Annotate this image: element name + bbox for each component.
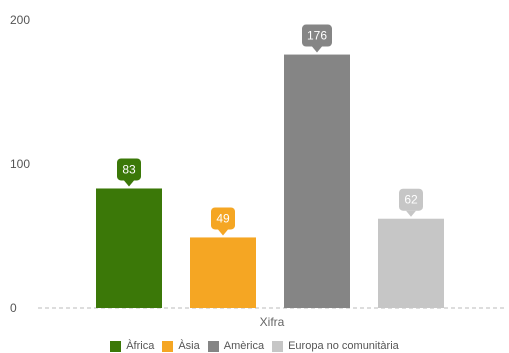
legend-item-3[interactable]: Amèrica [207,340,265,352]
data-label-4: 62 [399,188,423,217]
data-label-text: 83 [122,162,136,176]
legend-swatch [162,340,174,352]
legend-label: Àsia [178,340,200,352]
data-label-pointer [406,210,416,217]
bars-group [96,54,444,309]
y-axis: 0 100 200 [10,13,30,315]
data-label-bubble [117,158,141,181]
data-label-2: 49 [211,207,235,236]
y-tick-label: 200 [10,13,30,27]
data-label-bubble [302,24,332,47]
data-label-1: 83 [117,158,141,187]
x-axis-label: Xifra [260,315,285,329]
legend-item-4[interactable]: Europa no comunitària [272,340,399,352]
data-label-text: 49 [216,211,230,225]
data-label-bubble [399,188,423,211]
legend: Àfrica Àsia Amèrica Europa no comunitària [0,340,509,352]
data-label-text: 62 [404,193,418,207]
data-label-pointer [124,180,134,187]
legend-swatch [272,340,284,352]
y-tick-label: 0 [10,301,17,315]
legend-item-1[interactable]: Àfrica [110,340,154,352]
legend-label: Àfrica [126,340,155,352]
bar-2[interactable] [190,237,256,308]
data-label-pointer [312,46,322,53]
data-label-text: 176 [307,29,327,43]
legend-label: Amèrica [223,340,265,352]
y-tick-label: 100 [10,157,30,171]
data-labels-group: 83 49 176 62 [117,24,423,236]
data-label-3: 176 [302,24,332,53]
bar-4[interactable] [378,218,444,308]
legend-swatch [207,340,219,352]
bar-1[interactable] [96,188,162,308]
legend-label: Europa no comunitària [288,340,399,352]
legend-item-2[interactable]: Àsia [162,340,200,352]
legend-swatch [110,340,122,352]
bar-3[interactable] [284,54,350,309]
data-label-bubble [211,207,235,230]
data-label-pointer [218,229,228,236]
